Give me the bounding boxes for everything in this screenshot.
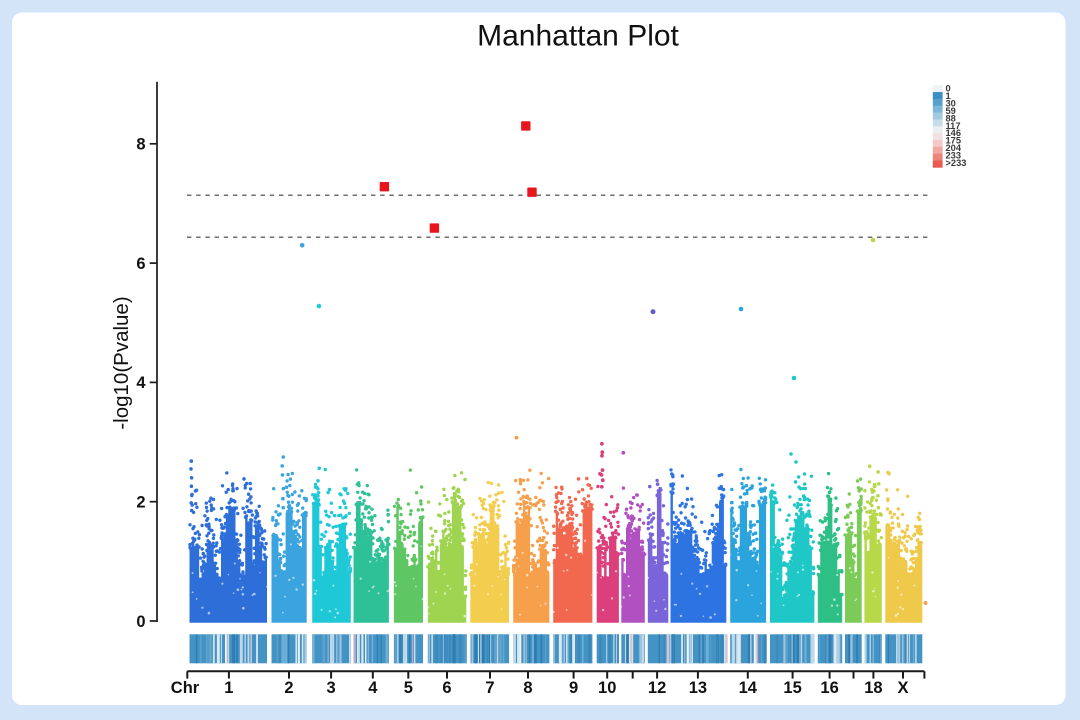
svg-text:2: 2 — [284, 679, 293, 697]
svg-text:13: 13 — [689, 679, 707, 697]
svg-text:Manhattan Plot: Manhattan Plot — [477, 20, 679, 53]
svg-text:X: X — [897, 679, 908, 697]
svg-text:88: 88 — [946, 113, 956, 123]
svg-text:14: 14 — [739, 679, 758, 697]
svg-text:9: 9 — [569, 679, 578, 697]
svg-text:4: 4 — [368, 679, 378, 697]
svg-text:18: 18 — [864, 679, 882, 697]
svg-text:1: 1 — [224, 679, 233, 697]
svg-text:1: 1 — [946, 91, 951, 101]
svg-text:59: 59 — [946, 106, 956, 116]
svg-text:6: 6 — [442, 679, 451, 697]
svg-text:-log10(Pvalue): -log10(Pvalue) — [110, 296, 133, 429]
svg-text:2: 2 — [136, 494, 145, 512]
svg-text:>233: >233 — [946, 158, 967, 168]
svg-text:15: 15 — [783, 679, 801, 697]
svg-text:3: 3 — [327, 679, 336, 697]
svg-text:233: 233 — [946, 151, 962, 161]
svg-text:146: 146 — [946, 128, 962, 138]
svg-text:5: 5 — [404, 679, 413, 697]
svg-text:0: 0 — [136, 613, 145, 631]
svg-text:6: 6 — [136, 255, 145, 273]
svg-text:16: 16 — [820, 679, 838, 697]
svg-text:8: 8 — [523, 679, 532, 697]
svg-text:12: 12 — [648, 679, 666, 697]
svg-text:Chr: Chr — [171, 679, 200, 697]
svg-text:4: 4 — [136, 374, 146, 392]
svg-text:7: 7 — [485, 679, 494, 697]
svg-text:30: 30 — [946, 98, 956, 108]
svg-text:0: 0 — [946, 83, 951, 93]
svg-text:117: 117 — [946, 121, 961, 131]
svg-text:204: 204 — [946, 143, 962, 153]
svg-text:10: 10 — [598, 679, 616, 697]
svg-text:175: 175 — [946, 136, 962, 146]
svg-text:8: 8 — [136, 136, 145, 154]
